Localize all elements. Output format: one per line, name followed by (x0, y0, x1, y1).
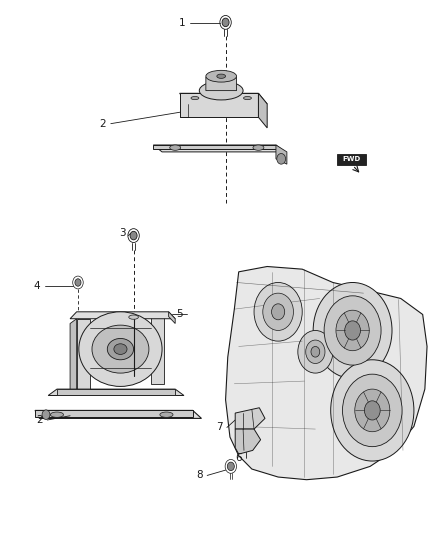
Polygon shape (180, 93, 258, 117)
Ellipse shape (50, 412, 64, 417)
Ellipse shape (244, 96, 251, 100)
Polygon shape (151, 312, 164, 384)
Text: 7: 7 (215, 423, 223, 432)
Polygon shape (235, 408, 265, 429)
Text: 3: 3 (119, 229, 126, 238)
Ellipse shape (114, 344, 127, 354)
Text: 1: 1 (178, 18, 185, 28)
Text: 5: 5 (176, 310, 183, 319)
Ellipse shape (79, 312, 162, 386)
Polygon shape (48, 389, 184, 395)
Polygon shape (235, 429, 261, 454)
Circle shape (331, 360, 414, 461)
Circle shape (263, 293, 293, 330)
Circle shape (345, 321, 360, 340)
Circle shape (364, 401, 380, 420)
Circle shape (227, 462, 234, 471)
Circle shape (272, 304, 285, 320)
Circle shape (222, 18, 229, 27)
Polygon shape (276, 145, 287, 164)
Text: 2: 2 (36, 415, 43, 425)
Circle shape (130, 231, 137, 240)
Polygon shape (70, 312, 175, 319)
Polygon shape (57, 389, 175, 395)
Ellipse shape (107, 338, 134, 360)
Text: 6: 6 (235, 454, 242, 463)
Circle shape (298, 330, 333, 373)
Polygon shape (153, 145, 285, 152)
Ellipse shape (199, 81, 243, 100)
Circle shape (306, 340, 325, 364)
FancyBboxPatch shape (337, 154, 366, 165)
Circle shape (336, 310, 369, 351)
Ellipse shape (92, 325, 149, 373)
Text: 2: 2 (99, 119, 106, 128)
Circle shape (311, 346, 320, 357)
Polygon shape (169, 312, 175, 324)
Circle shape (355, 389, 390, 432)
Text: FWD: FWD (342, 156, 360, 163)
Ellipse shape (253, 145, 264, 150)
Circle shape (324, 296, 381, 365)
Circle shape (254, 282, 302, 341)
Polygon shape (77, 319, 90, 389)
Ellipse shape (170, 145, 180, 150)
Polygon shape (35, 410, 201, 418)
Ellipse shape (191, 96, 199, 100)
Polygon shape (180, 93, 267, 104)
Text: 4: 4 (34, 281, 41, 291)
Ellipse shape (160, 412, 173, 417)
Circle shape (75, 279, 81, 286)
Text: 8: 8 (196, 471, 203, 480)
Polygon shape (153, 145, 276, 149)
Ellipse shape (129, 315, 138, 319)
Circle shape (343, 374, 402, 447)
Polygon shape (258, 93, 267, 128)
Polygon shape (206, 72, 237, 91)
Circle shape (42, 410, 50, 419)
Polygon shape (226, 266, 427, 480)
Ellipse shape (206, 70, 237, 82)
Polygon shape (35, 410, 193, 417)
Circle shape (313, 282, 392, 378)
Circle shape (277, 154, 286, 164)
Ellipse shape (217, 74, 226, 78)
Polygon shape (70, 319, 77, 392)
